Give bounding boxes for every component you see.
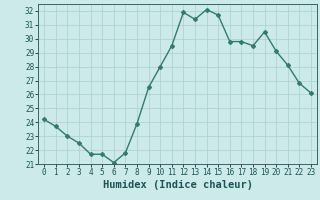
X-axis label: Humidex (Indice chaleur): Humidex (Indice chaleur) — [103, 180, 252, 190]
